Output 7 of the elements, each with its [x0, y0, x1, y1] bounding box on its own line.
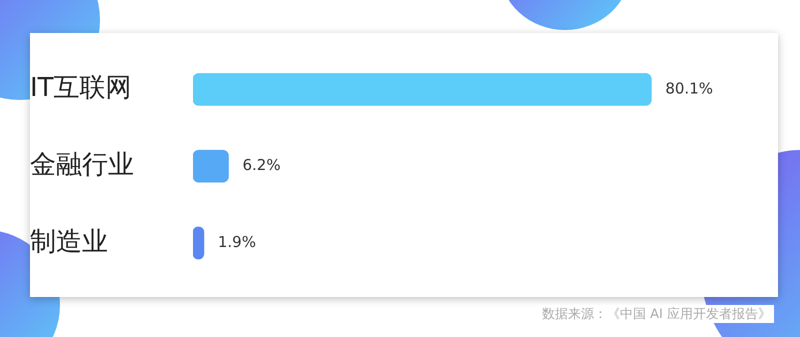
data-label: 6.2%	[242, 156, 281, 174]
y-tick-label: 制造业	[30, 226, 108, 257]
data-label: 80.1%	[665, 79, 714, 98]
y-tick-label: IT互联网	[30, 73, 132, 104]
data-label: 1.9%	[218, 232, 256, 251]
y-tick-label: 金融行业	[30, 150, 134, 180]
source-note: 数据来源：《中国 AI 应用开发者报告》	[542, 305, 771, 323]
